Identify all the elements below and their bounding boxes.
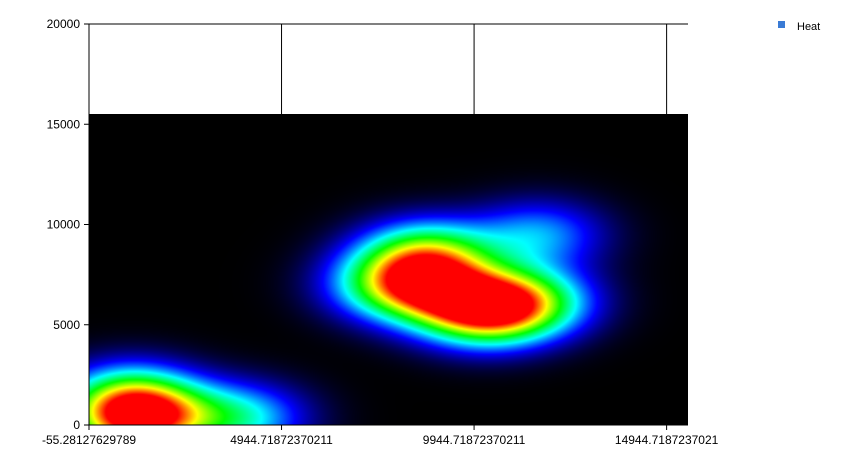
x-tick-label: 9944.71872370211: [423, 433, 526, 447]
y-tick-label: 20000: [47, 17, 81, 31]
legend: Heat: [778, 21, 820, 33]
y-tick-label: 0: [73, 418, 80, 432]
x-tick-label: -55.28127629789: [42, 433, 136, 447]
y-tick-label: 15000: [47, 117, 81, 131]
legend-swatch-heat: [778, 21, 785, 28]
heat-canvas: [89, 114, 688, 426]
x-tick-label: 14944.7187237021: [615, 433, 719, 447]
x-tick-label: 4944.71872370211: [230, 433, 333, 447]
y-tick-label: 5000: [53, 318, 80, 332]
tick-labels: 0 5000 10000 15000 20000 -55.28127629789 4944.…: [42, 17, 719, 447]
heat-region: [89, 114, 688, 426]
y-tick-label: 10000: [47, 218, 81, 232]
legend-label-heat: Heat: [797, 21, 820, 33]
